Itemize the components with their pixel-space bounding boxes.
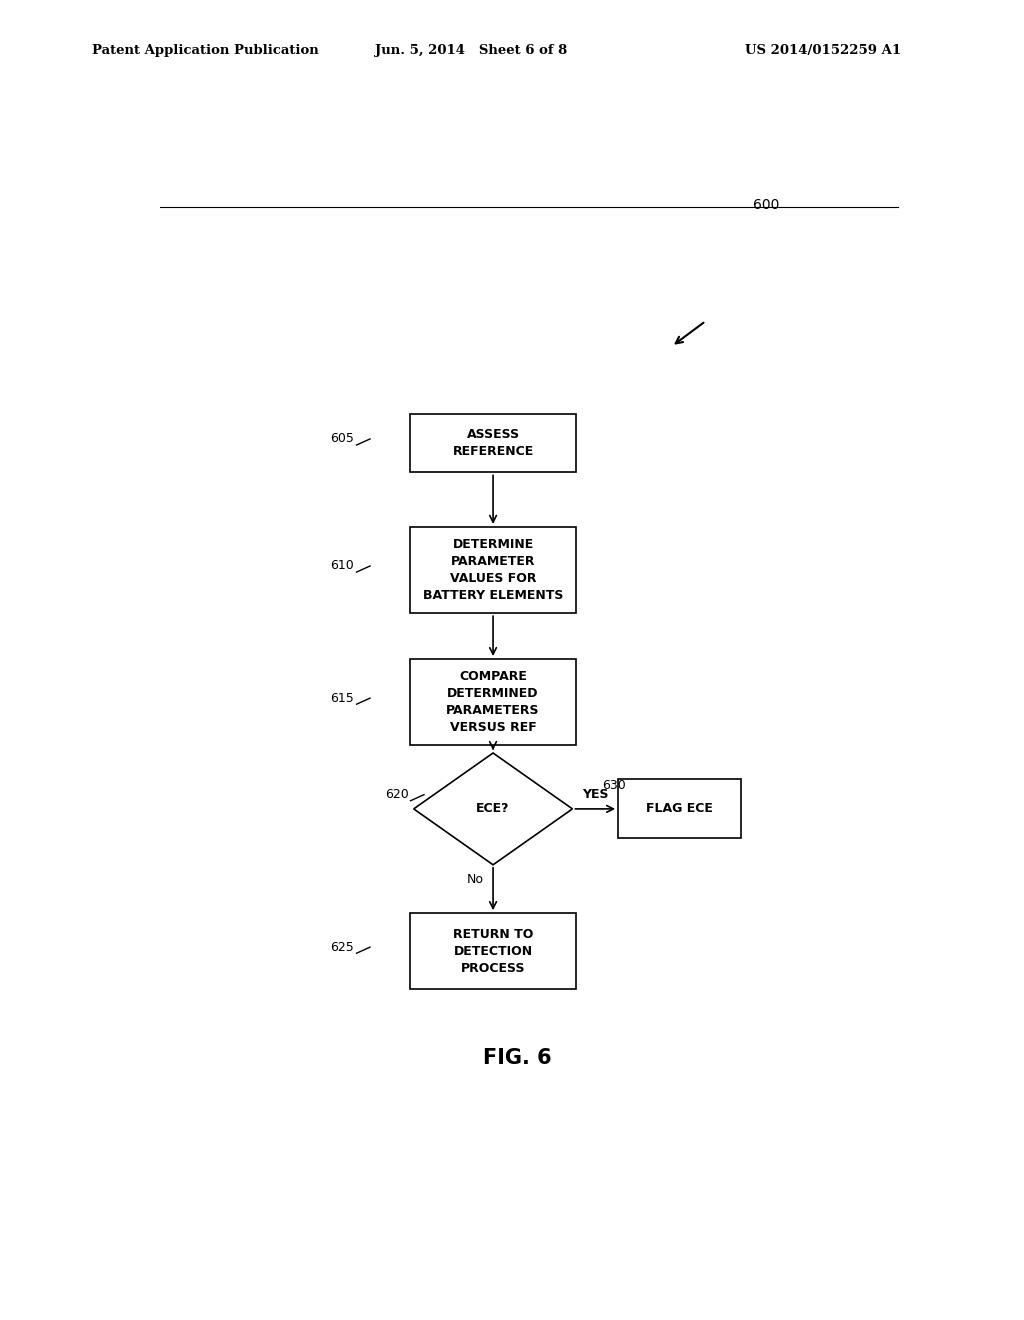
Text: Jun. 5, 2014   Sheet 6 of 8: Jun. 5, 2014 Sheet 6 of 8 [375,44,567,57]
Text: 610: 610 [331,560,354,573]
Bar [410,913,577,989]
Text: Patent Application Publication: Patent Application Publication [92,44,318,57]
Text: COMPARE
DETERMINED
PARAMETERS
VERSUS REF: COMPARE DETERMINED PARAMETERS VERSUS REF [446,671,540,734]
Text: US 2014/0152259 A1: US 2014/0152259 A1 [745,44,901,57]
Text: 625: 625 [331,941,354,953]
Text: FLAG ECE: FLAG ECE [646,803,713,816]
Text: 605: 605 [331,433,354,445]
Text: FIG. 6: FIG. 6 [482,1048,551,1068]
Text: RETURN TO
DETECTION
PROCESS: RETURN TO DETECTION PROCESS [453,928,534,974]
Bar [410,413,577,473]
Text: ECE?: ECE? [476,803,510,816]
Text: 615: 615 [331,692,354,705]
Text: 600: 600 [753,198,779,211]
Text: DETERMINE
PARAMETER
VALUES FOR
BATTERY ELEMENTS: DETERMINE PARAMETER VALUES FOR BATTERY E… [423,539,563,602]
Bar [410,659,577,746]
Bar [618,779,741,838]
Text: 620: 620 [385,788,409,801]
Polygon shape [414,752,572,865]
Text: No: No [467,873,483,886]
Bar [410,527,577,614]
Text: 630: 630 [602,779,626,792]
Text: YES: YES [582,788,608,801]
Text: ASSESS
REFERENCE: ASSESS REFERENCE [453,428,534,458]
